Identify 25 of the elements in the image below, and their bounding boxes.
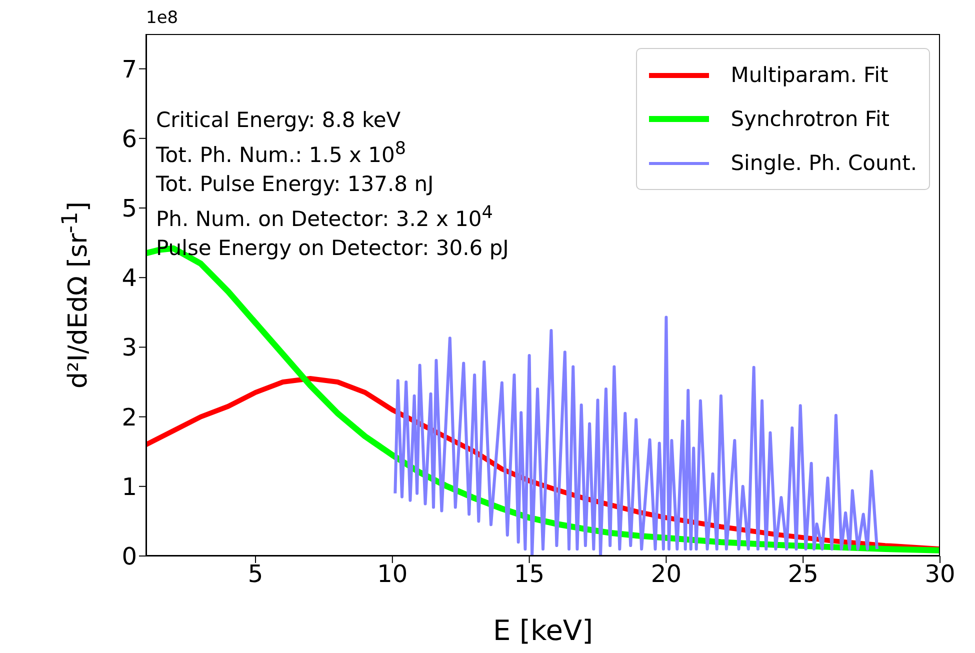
x-axis-title: E [keV]: [492, 614, 594, 647]
x-tick-label: 10: [377, 560, 408, 588]
y-tick-label: 4: [122, 264, 137, 292]
y-tick-label: 0: [122, 542, 137, 571]
x-tick-label: 20: [650, 560, 682, 588]
y-tick-label: 2: [122, 403, 137, 432]
legend-label: Single. Ph. Count.: [730, 151, 917, 175]
annotation: Ph. Num. on Detector: 3.2 x 10$^{4}$: [156, 202, 494, 233]
y-tick-label: 5: [122, 194, 137, 223]
annotation: Pulse Energy on Detector: 30.6 pJ: [156, 235, 509, 262]
annotation: Critical Energy: 8.8 keV: [156, 107, 402, 134]
legend-label: Multiparam. Fit: [730, 63, 888, 87]
y-tick-label: 3: [122, 334, 137, 362]
annotation: Tot. Ph. Num.: 1.5 x 10$^{8}$: [156, 138, 407, 169]
x-tick-label: 30: [924, 560, 956, 588]
y-tick-label: 1: [122, 472, 137, 501]
line-series: [394, 316, 879, 556]
annotation: Tot. Pulse Energy: 137.8 nJ: [156, 171, 435, 198]
x-tick-label: 5: [248, 560, 264, 588]
y-tick-label: 6: [122, 124, 137, 153]
legend-label: Synchrotron Fit: [730, 107, 890, 131]
x-tick-label: 25: [788, 560, 818, 588]
y-tick-label: 7: [122, 55, 137, 84]
text: 1e8: [146, 8, 178, 28]
x-tick-label: 15: [514, 560, 545, 588]
